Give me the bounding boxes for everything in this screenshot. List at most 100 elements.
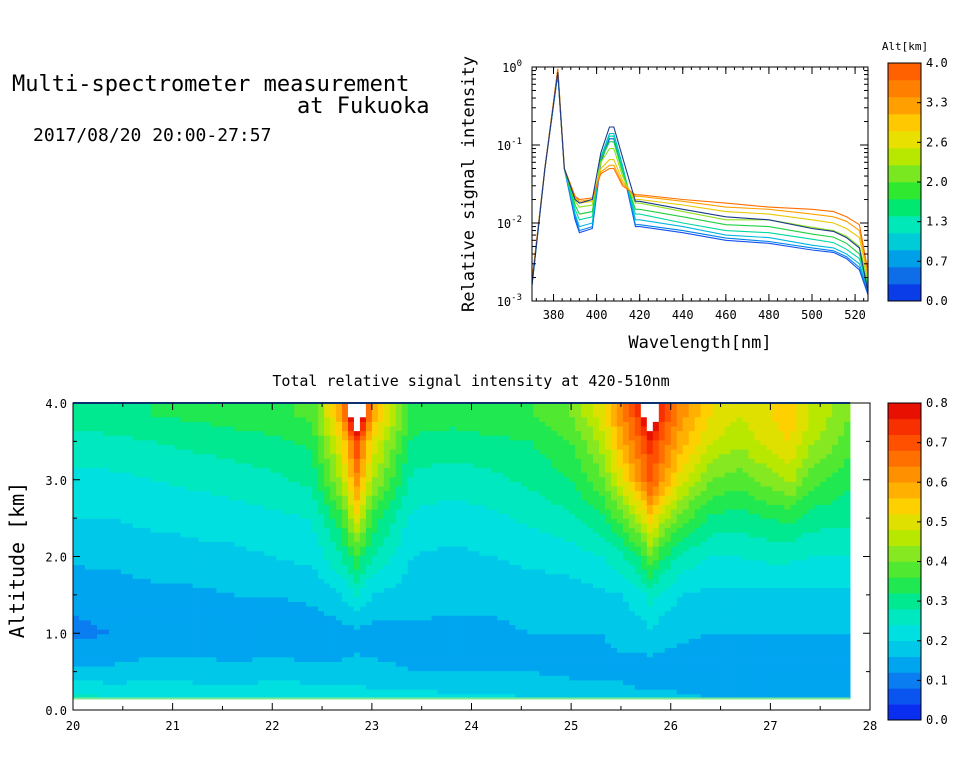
- heatmap-cell: [539, 666, 546, 672]
- heatmap-cell: [180, 638, 187, 644]
- heatmap-cell: [539, 578, 546, 584]
- heatmap-cell: [258, 652, 265, 658]
- heatmap-cell: [844, 564, 851, 570]
- heatmap-cell: [282, 583, 289, 589]
- heatmap-cell: [108, 643, 116, 649]
- heatmap-cell: [712, 587, 719, 593]
- heatmap-cell: [276, 652, 283, 658]
- heatmap-cell: [521, 587, 528, 593]
- heatmap-cell: [276, 541, 283, 547]
- heatmap-cell: [407, 569, 415, 575]
- heatmap-cell: [102, 601, 110, 607]
- heatmap-cell: [324, 536, 331, 542]
- heatmap-cell: [341, 541, 349, 547]
- heatmap-cell: [533, 583, 540, 589]
- heatmap-cell: [581, 541, 588, 547]
- heatmap-cell: [365, 546, 373, 552]
- heatmap-cell: [569, 583, 576, 589]
- heatmap-cell: [204, 666, 211, 672]
- heatmap-cell: [599, 596, 606, 602]
- heatmap-cell: [73, 633, 80, 639]
- heatmap-cell: [569, 532, 576, 538]
- heatmap-cell: [748, 643, 755, 649]
- heatmap-cell: [210, 601, 217, 607]
- heatmap-cell: [222, 666, 229, 672]
- heatmap-cell: [694, 629, 702, 635]
- heatmap-cell: [114, 578, 122, 584]
- heatmap-cell: [646, 666, 654, 672]
- heatmap-cell: [216, 638, 223, 644]
- heatmap-cell: [347, 629, 355, 635]
- heatmap-cell: [760, 610, 767, 616]
- heatmap-cell: [664, 675, 672, 681]
- heatmap-cell: [491, 592, 498, 598]
- heatmap-cell: [575, 689, 582, 695]
- heatmap-cell: [581, 610, 588, 616]
- heatmap-cell: [365, 666, 373, 672]
- heatmap-cell: [156, 569, 164, 575]
- heatmap-cell: [84, 546, 92, 552]
- heatmap-cell: [222, 596, 229, 602]
- heatmap-cell: [658, 693, 666, 699]
- heatmap-cell: [383, 620, 391, 626]
- heatmap-cell: [180, 643, 187, 649]
- heatmap-cell: [694, 555, 702, 561]
- heatmap-cell: [341, 647, 349, 653]
- heatmap-cell: [509, 592, 516, 598]
- heatmap-cell: [826, 573, 833, 579]
- heatmap-cell: [772, 541, 779, 547]
- heatmap-cell: [419, 670, 427, 676]
- heatmap-cell: [670, 578, 678, 584]
- heatmap-cell: [640, 615, 648, 621]
- heatmap-cell: [527, 633, 534, 639]
- heatmap-cell: [622, 532, 630, 538]
- heatmap-cell: [353, 601, 361, 607]
- heatmap-cell: [156, 684, 164, 690]
- heatmap-cell: [706, 615, 713, 621]
- heatmap-cell: [78, 624, 86, 630]
- heatmap-cell: [186, 555, 193, 561]
- heatmap-cell: [802, 693, 809, 699]
- heatmap-cell: [306, 620, 313, 626]
- heatmap-cell: [437, 615, 445, 621]
- heatmap-cell: [73, 573, 80, 579]
- heatmap-cell: [820, 638, 827, 644]
- heatmap-cell: [353, 693, 361, 699]
- heatmap-cell: [634, 670, 642, 676]
- heatmap-cell: [78, 661, 86, 667]
- heatmap-cell: [78, 592, 86, 598]
- heatmap-cell: [138, 587, 146, 593]
- heatmap-cell: [294, 596, 301, 602]
- heatmap-cell: [96, 670, 104, 676]
- heatmap-cell: [766, 546, 773, 552]
- heatmap-cell: [222, 670, 229, 676]
- heatmap-cell: [754, 615, 761, 621]
- heatmap-cell: [341, 564, 349, 570]
- heatmap-cell: [599, 615, 606, 621]
- heatmap-cell: [341, 675, 349, 681]
- heatmap-cell: [509, 652, 516, 658]
- heatmap-cell: [294, 532, 301, 538]
- heatmap-cell: [114, 693, 122, 699]
- heatmap-cell: [270, 573, 277, 579]
- heatmap-cell: [808, 555, 815, 561]
- heatmap-cell: [533, 532, 540, 538]
- heatmap-cell: [108, 615, 116, 621]
- heatmap-cell: [300, 606, 307, 612]
- heatmap-cell: [73, 647, 80, 653]
- heatmap-cell: [712, 684, 719, 690]
- heatmap-cell: [772, 555, 779, 561]
- heatmap-cell: [497, 689, 504, 695]
- heatmap-cell: [599, 638, 606, 644]
- heatmap-cell: [616, 550, 624, 556]
- heatmap-cell: [383, 684, 391, 690]
- heatmap-cell: [114, 656, 122, 662]
- heatmap-cell: [162, 532, 170, 538]
- heatmap-cell: [228, 629, 235, 635]
- heatmap-cell: [605, 564, 612, 570]
- heatmap-cell: [778, 559, 785, 565]
- heatmap-cell: [491, 675, 498, 681]
- heatmap-cell: [491, 680, 498, 686]
- heatmap-cell: [539, 615, 546, 621]
- heatmap-cell: [401, 638, 409, 644]
